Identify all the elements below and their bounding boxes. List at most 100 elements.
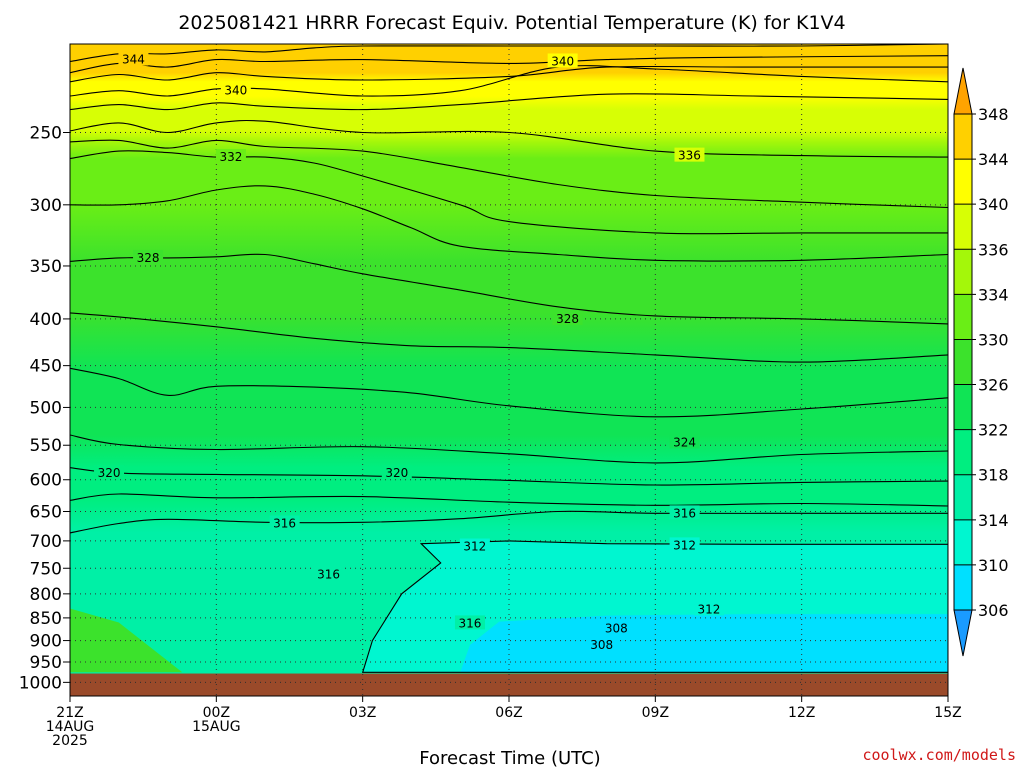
- contour-label-312: 312: [698, 602, 721, 616]
- colorbar-tick-label: 330: [978, 330, 1009, 349]
- contour-label-bg: [215, 149, 246, 164]
- colorbar-segment-340: [954, 159, 972, 205]
- contour-label-316: 316: [673, 506, 696, 520]
- y-tick-label: 550: [30, 436, 62, 456]
- contour-340: [70, 65, 948, 97]
- contour-label-320: 320: [385, 466, 408, 480]
- x-tick-label: 09Z: [642, 705, 669, 721]
- contour-330: [70, 185, 948, 262]
- chart-title: 2025081421 HRRR Forecast Equiv. Potentia…: [178, 12, 845, 34]
- region-310-312: [606, 555, 948, 597]
- contour-label-340: 340: [551, 54, 574, 68]
- contour-label-340: 340: [224, 84, 247, 98]
- x-tick-label: 21Z: [56, 705, 83, 721]
- contour-lines: [70, 44, 948, 673]
- y-tick-label: 850: [30, 609, 62, 629]
- contour-label-312: 312: [463, 540, 486, 554]
- contour-label-344: 344: [122, 53, 145, 67]
- contour-label-bg: [94, 465, 125, 480]
- y-tick-label: 700: [30, 532, 62, 552]
- contour-label-bg: [454, 615, 485, 630]
- colorbar-top-cap: [953, 67, 973, 115]
- y-tick-label: 950: [30, 653, 62, 673]
- contour-342: [70, 65, 948, 83]
- colorbar-tick-label: 306: [978, 601, 1009, 620]
- contour-label-bg: [669, 537, 700, 552]
- contour-322: [70, 434, 948, 464]
- y-tick-label: 650: [30, 502, 62, 522]
- y-tick-label: 300: [30, 196, 62, 216]
- colorbar-tick-label: 314: [978, 511, 1009, 530]
- x-tick-label: 15Z: [934, 705, 961, 721]
- contour-338: [70, 93, 948, 111]
- colorbar-segment-310: [954, 519, 972, 565]
- contour-label-308: 308: [590, 638, 613, 652]
- colorbar-segment-314: [954, 474, 972, 520]
- x-tick-label: 2025: [52, 733, 88, 749]
- contour-label-bg: [674, 147, 705, 162]
- colorbar-tick-label: 340: [978, 195, 1009, 214]
- x-tick-label: 06Z: [495, 705, 522, 721]
- colorbar: 306 310 314 318 322 326 330 334 336 340 344 348: [953, 67, 1009, 657]
- contour-328: [70, 253, 948, 325]
- contour-344: [70, 55, 948, 74]
- y-tick-label: 750: [30, 559, 62, 579]
- colorbar-segment-326: [954, 339, 972, 385]
- contour-label-bg: [669, 434, 700, 449]
- colorbar-tick-label: 334: [978, 285, 1009, 304]
- contour-320: [70, 467, 948, 486]
- region-308-310: [460, 614, 948, 673]
- y-tick-label: 900: [30, 632, 62, 652]
- x-tick-label: 12Z: [788, 705, 815, 721]
- contour-label-312: 312: [673, 538, 696, 552]
- y-tick-label: 600: [30, 471, 62, 491]
- contour-326: [70, 312, 948, 363]
- contour-318: [70, 493, 948, 507]
- contour-labels: 344 340 340 332 336 328 328 324 320 320 316 316 312 3…: [94, 51, 724, 652]
- plot-area: 344 340 340 332 336 328 328 324 320 320 316 316 312 3…: [69, 43, 949, 697]
- y-tick-label: 450: [30, 357, 62, 377]
- colorbar-segment-330: [954, 294, 972, 340]
- credit-link[interactable]: coolwx.com/models: [862, 746, 1016, 764]
- contour-label-bg: [220, 82, 251, 97]
- region-surface-warm: [70, 608, 183, 673]
- x-tick-label: 15AUG: [192, 719, 241, 735]
- contour-316: [70, 510, 948, 534]
- contour-label-bg: [269, 515, 300, 530]
- colorbar-tick-label: 322: [978, 421, 1009, 440]
- y-tick-label: 350: [30, 257, 62, 277]
- y-tick-label: 250: [30, 124, 62, 144]
- contour-label-336: 336: [678, 149, 701, 163]
- colorbar-tick-label: 326: [978, 376, 1009, 395]
- y-axis: 250 300 350 400 450 500 550 600 650 700 750 800 850 9…: [19, 124, 70, 693]
- contour-336: [70, 119, 948, 158]
- colorbar-segment-306: [954, 564, 972, 610]
- contour-label-308: 308: [605, 621, 628, 635]
- colorbar-bottom-cap: [953, 609, 973, 657]
- contour-332: [70, 150, 948, 235]
- contour-label-328: 328: [137, 251, 160, 265]
- x-tick-label: 14AUG: [46, 719, 95, 735]
- colorbar-tick-label: 348: [978, 105, 1009, 124]
- contour-label-bg: [693, 601, 724, 616]
- contour-label-bg: [381, 465, 412, 480]
- y-tick-label: 400: [30, 310, 62, 330]
- contour-label-bg: [669, 505, 700, 520]
- colorbar-segment-336: [954, 204, 972, 250]
- colorbar-segment-344: [954, 114, 972, 160]
- contour-label-320: 320: [98, 466, 121, 480]
- contour-label-bg: [118, 51, 149, 66]
- y-tick-label: 800: [30, 585, 62, 605]
- contour-312-pocket: [361, 540, 948, 673]
- contour-label-316: 316: [459, 616, 482, 630]
- contour-label-bg: [601, 620, 632, 635]
- contour-label-bg: [547, 53, 578, 68]
- colorbar-tick-label: 344: [978, 150, 1009, 169]
- contour-label-328: 328: [556, 312, 579, 326]
- contour-label-bg: [133, 249, 164, 264]
- x-axis-label: Forecast Time (UTC): [419, 748, 600, 768]
- contour-label-bg: [313, 566, 344, 581]
- y-tick-label: 1000: [19, 673, 62, 693]
- colorbar-segment-322: [954, 384, 972, 430]
